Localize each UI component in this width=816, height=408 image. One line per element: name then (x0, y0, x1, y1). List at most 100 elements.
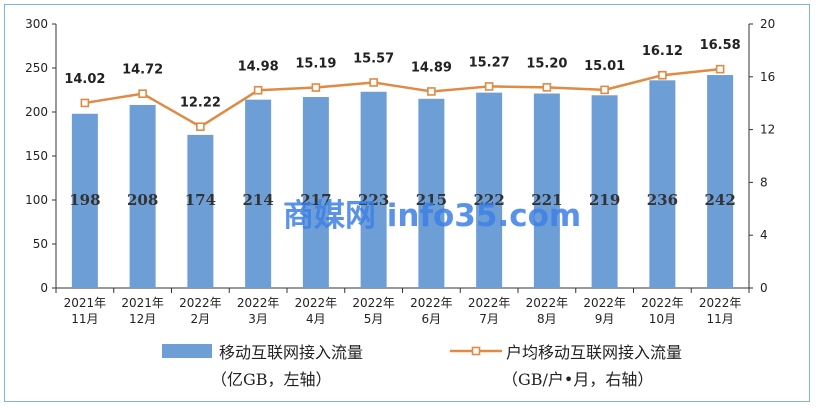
bar (418, 98, 445, 288)
y-left-tick-label: 200 (25, 105, 48, 119)
line-point (253, 85, 263, 95)
legend: 移动互联网接入流量 （亿GB，左轴） 户均移动互联网接入流量 （GB/户•月，右轴） (162, 343, 682, 389)
bar-value-label: 242 (704, 191, 735, 209)
x-tick-label-year: 2022年 (699, 296, 742, 310)
y-right-tick-label: 8 (760, 175, 768, 189)
line-value-label: 15.20 (526, 56, 567, 71)
x-tick-label-year: 2022年 (583, 296, 626, 310)
x-tick-label-year: 2022年 (468, 296, 511, 310)
bar (591, 95, 618, 288)
combo-chart: 0 50 100 150 200 250 300 0 4 8 12 16 20 2021年 11月 2021年… (25, 17, 775, 389)
x-tick-label-month: 11月 (706, 312, 733, 326)
bar-value-label: 223 (358, 191, 389, 209)
legend-bar-swatch (162, 344, 212, 358)
bar (649, 80, 676, 288)
x-tick-label-month: 10月 (649, 312, 676, 326)
bar (533, 93, 560, 289)
bar (187, 134, 214, 288)
bar (245, 99, 272, 289)
axes: 0 50 100 150 200 250 300 0 4 8 12 16 20 2021年 11月 2021年… (25, 17, 775, 326)
line-point (658, 70, 667, 80)
line-point (311, 83, 321, 92)
x-tick-label-month: 8月 (537, 312, 557, 326)
y-right-tick-label: 16 (760, 70, 775, 84)
x-tick-label-year: 2022年 (237, 296, 280, 310)
line-point (715, 64, 725, 74)
x-tick-label-year: 2022年 (641, 296, 684, 310)
x-tick-label-year: 2022年 (526, 296, 569, 310)
line-point (542, 83, 552, 92)
line-point (427, 87, 436, 96)
line-value-label: 14.98 (238, 59, 279, 74)
x-tick-label-month: 9月 (595, 312, 615, 326)
x-tick-label-month: 12月 (129, 312, 156, 326)
legend-bar-label: 移动互联网接入流量 (219, 343, 363, 362)
bar-value-label: 215 (416, 191, 447, 209)
x-tick-label-year: 2022年 (179, 296, 222, 310)
x-tick-label-month: 4月 (306, 312, 326, 326)
legend-line-label-unit: （GB/户•月，右轴） (502, 370, 653, 389)
bar-value-label: 222 (473, 191, 504, 209)
chart-frame: 0 50 100 150 200 250 300 0 4 8 12 16 20 2021年 11月 2021年… (4, 4, 810, 402)
legend-bar-label-unit: （亿GB，左轴） (211, 370, 332, 389)
bar-value-label: 236 (647, 191, 678, 209)
y-left-tick-label: 100 (25, 193, 48, 207)
legend-line-marker (471, 346, 481, 356)
bar (707, 75, 734, 288)
line-point (138, 89, 147, 98)
line-value-label: 15.57 (353, 51, 394, 66)
line-value-label: 14.72 (122, 63, 163, 78)
bar-series (71, 75, 734, 289)
x-tick-label-month: 7月 (479, 312, 499, 326)
x-tick-label-month: 2月 (191, 312, 211, 326)
x-tick-label-year: 2021年 (121, 296, 164, 310)
bar-value-label: 198 (69, 191, 100, 209)
y-left-tick-label: 250 (25, 61, 48, 75)
line-value-label: 16.12 (642, 44, 683, 59)
bar (129, 104, 156, 289)
bar-value-label: 214 (242, 191, 273, 209)
bar-value-label: 174 (185, 191, 216, 209)
bar (360, 91, 387, 288)
data-labels: 198 208 174 214 217 223 215 222 221 219 236 242 14.0… (64, 38, 740, 209)
line-point (369, 78, 378, 87)
x-tick-label-year: 2021年 (64, 296, 107, 310)
line-value-label: 14.89 (411, 60, 452, 75)
y-right-tick-label: 4 (760, 228, 768, 242)
line-value-label: 15.01 (584, 59, 625, 74)
x-tick-label-month: 3月 (248, 312, 268, 326)
bar-value-label: 217 (300, 191, 331, 209)
y-right-tick-label: 0 (760, 281, 768, 295)
line-point (484, 82, 494, 91)
y-right-tick-label: 12 (760, 123, 775, 137)
line-point (600, 85, 609, 95)
bar-value-label: 219 (589, 191, 620, 209)
line-value-label: 16.58 (700, 38, 741, 53)
x-tick-label-month: 5月 (364, 312, 384, 326)
watermark: 商媒网 info35.com (283, 198, 581, 234)
legend-line-label: 户均移动互联网接入流量 (506, 343, 682, 362)
line-value-label: 15.27 (469, 55, 510, 70)
x-tick-label-year: 2022年 (295, 296, 338, 310)
x-tick-label-year: 2022年 (410, 296, 453, 310)
x-tick-label-month: 11月 (71, 312, 98, 326)
y-right-tick-label: 20 (760, 17, 775, 31)
bar (476, 92, 503, 288)
line-path (84, 67, 721, 128)
bar-value-label: 208 (127, 191, 158, 209)
line-point (196, 122, 205, 131)
y-left-tick-label: 150 (25, 149, 48, 163)
bar-value-label: 221 (531, 191, 562, 209)
y-left-tick-label: 0 (40, 281, 48, 295)
line-value-label: 15.19 (295, 56, 336, 71)
x-tick-label-month: 6月 (422, 312, 442, 326)
line-point (80, 98, 90, 108)
y-left-tick-label: 50 (33, 237, 48, 251)
bar (71, 113, 98, 288)
line-value-label: 12.22 (180, 96, 221, 111)
bar (302, 97, 329, 288)
y-left-tick-label: 300 (25, 17, 48, 31)
line-value-label: 14.02 (64, 72, 105, 87)
x-tick-label-year: 2022年 (352, 296, 395, 310)
line-series (80, 64, 725, 131)
